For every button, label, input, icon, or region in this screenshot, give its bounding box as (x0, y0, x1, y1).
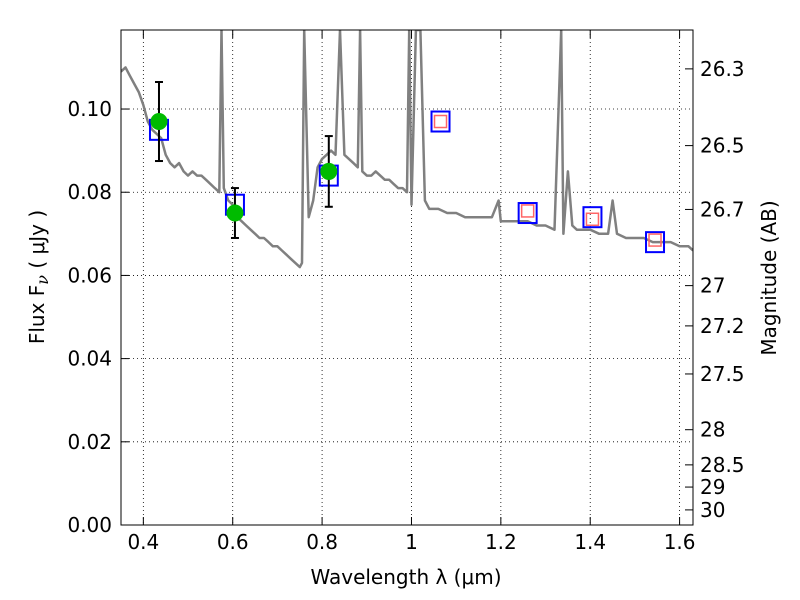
magnitude-tick-label: 27 (700, 274, 725, 298)
magnitude-tick-label: 27.2 (700, 314, 745, 338)
y-tick-label: 0.02 (67, 430, 112, 454)
y-tick-label: 0.10 (67, 97, 112, 121)
observed-point (320, 162, 338, 180)
x-axis-ticks: 0.4 0.6 0.8 1 1.2 1.4 1.6 (127, 30, 696, 554)
plot-frame (120, 29, 694, 526)
model-band-box (517, 202, 538, 225)
predicted-point (585, 212, 600, 227)
observed-point (150, 113, 168, 131)
x-tick-label: 1.2 (485, 530, 517, 554)
predicted-point (433, 114, 448, 129)
magnitude-tick-label: 28.5 (700, 453, 745, 477)
y-axis-ticks: 0.00 0.02 0.04 0.06 0.08 0.10 (67, 97, 129, 537)
observed-point (226, 204, 244, 222)
x-tick-label: 0.4 (127, 530, 159, 554)
y-tick-label: 0.06 (67, 263, 112, 287)
x-axis-label: Wavelength λ (μm) (310, 565, 501, 589)
predicted-point (648, 233, 662, 247)
x-tick-label: 1.4 (574, 530, 606, 554)
right-axis-label: Magnitude (AB) (757, 200, 781, 355)
x-tick-label: 1.6 (664, 530, 696, 554)
sed-model-line (121, 30, 693, 269)
magnitude-tick-label: 30 (700, 498, 725, 522)
x-tick-label: 1 (405, 530, 418, 554)
y-tick-label: 0.00 (67, 513, 112, 537)
model-band-box (582, 206, 603, 229)
model-band-box (645, 231, 666, 254)
predicted-point (520, 204, 535, 218)
model-band-box (430, 110, 451, 133)
magnitude-tick-label: 26.7 (700, 197, 745, 221)
x-tick-label: 0.6 (217, 530, 249, 554)
y-tick-label: 0.04 (67, 347, 112, 371)
magnitude-tick-label: 28 (700, 418, 725, 442)
y-tick-label: 0.08 (67, 180, 112, 204)
magnitude-tick-label: 27.5 (700, 362, 745, 386)
y-axis-label: Flux Fν ( μJy ) (25, 210, 52, 344)
data-marks (148, 80, 666, 254)
x-tick-label: 0.8 (306, 530, 338, 554)
magnitude-tick-label: 29 (700, 475, 725, 499)
magnitude-tick-label: 26.3 (700, 57, 745, 81)
magnitude-tick-label: 26.5 (700, 134, 745, 158)
